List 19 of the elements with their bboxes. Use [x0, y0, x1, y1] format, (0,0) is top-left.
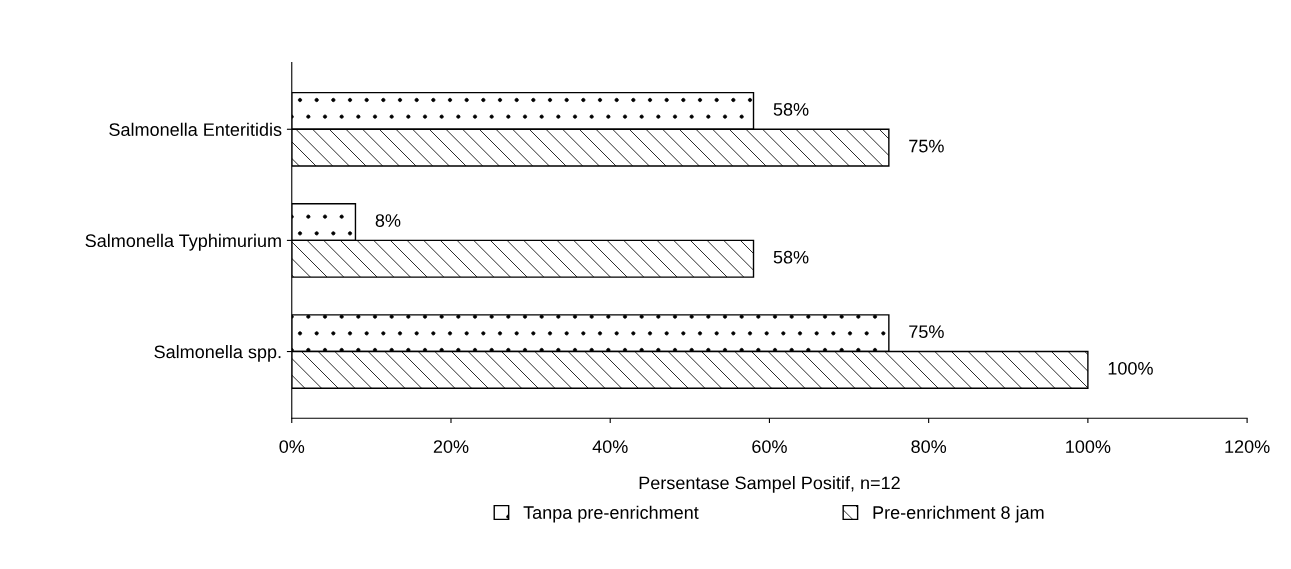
x-tick-label: 120% [1225, 440, 1270, 454]
data-label: 75% [909, 325, 944, 339]
y-tick-label: Salmonella spp. [154, 344, 281, 362]
data-label: 58% [773, 102, 809, 116]
data-label: 8% [375, 214, 401, 227]
data-label: 58% [773, 250, 809, 264]
data-label: 100% [1108, 361, 1153, 375]
y-tick-label: Salmonella Typhimurium [85, 233, 281, 251]
x-tick-label: 0% [279, 440, 305, 454]
legend-label: Tanpa pre-enrichment [523, 505, 699, 523]
legend-label: Pre-enrichment 8 jam [873, 505, 1044, 523]
data-label: 75% [909, 139, 944, 153]
x-tick-label: 100% [1066, 440, 1111, 454]
x-axis-title: Persentase Sampel Positif, n=12 [639, 476, 900, 493]
x-tick-label: 60% [752, 440, 787, 454]
x-tick-label: 40% [592, 440, 628, 454]
x-tick-label: 80% [911, 440, 947, 454]
x-tick-label: 20% [433, 440, 469, 454]
y-tick-label: Salmonella Enteritidis [109, 122, 282, 136]
